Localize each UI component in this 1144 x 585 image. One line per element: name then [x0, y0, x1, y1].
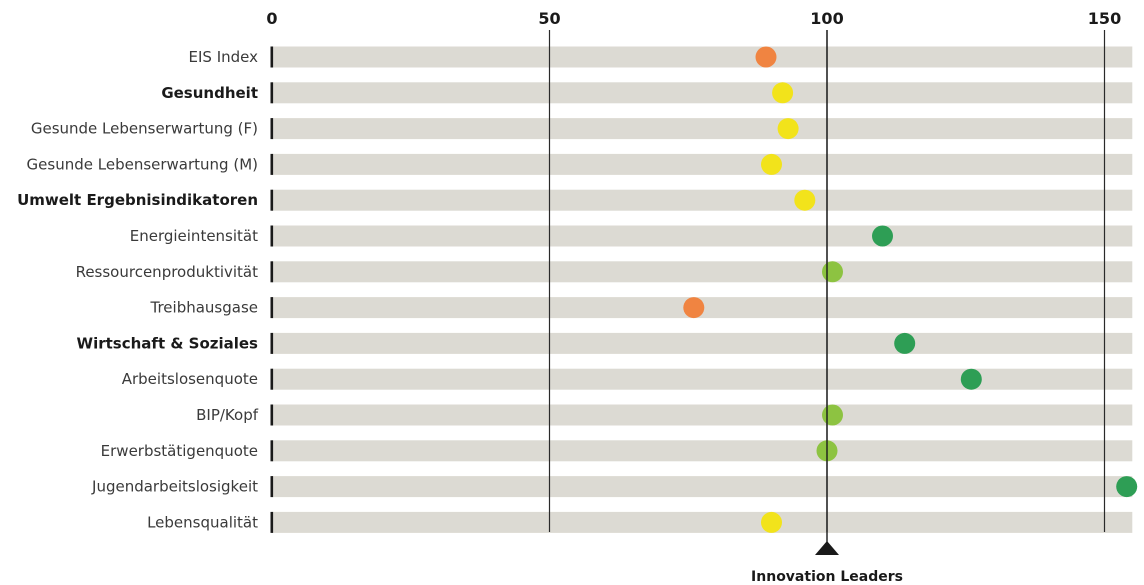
data-point: [794, 190, 815, 211]
category-label: Treibhausgase: [150, 299, 259, 317]
category-label: EIS Index: [189, 48, 259, 66]
data-point: [894, 333, 915, 354]
zero-axis-marker: [271, 333, 274, 354]
data-point: [1116, 476, 1137, 497]
bar-track: [272, 47, 1132, 68]
zero-axis-marker: [271, 440, 274, 461]
bar-track: [272, 405, 1132, 426]
category-label: Energieintensität: [130, 227, 258, 245]
bar-track: [272, 226, 1132, 247]
bar-track: [272, 333, 1132, 354]
category-label: Gesunde Lebenserwartung (M): [27, 155, 258, 173]
category-label: BIP/Kopf: [196, 406, 259, 424]
category-label: Jugendarbeitslosigkeit: [91, 478, 258, 496]
category-label: Wirtschaft & Soziales: [77, 334, 259, 352]
zero-axis-marker: [271, 369, 274, 390]
category-label: Arbeitslosenquote: [122, 370, 258, 388]
category-label: Lebensqualität: [147, 513, 258, 531]
category-label: Ressourcenproduktivität: [76, 263, 259, 281]
data-point: [822, 261, 843, 282]
data-point: [961, 369, 982, 390]
bar-track: [272, 512, 1132, 533]
data-point: [822, 405, 843, 426]
data-point: [872, 226, 893, 247]
zero-axis-marker: [271, 261, 274, 282]
x-tick-label: 150: [1088, 9, 1121, 28]
zero-axis-marker: [271, 190, 274, 211]
zero-axis-marker: [271, 226, 274, 247]
zero-axis-marker: [271, 476, 274, 497]
data-point: [683, 297, 704, 318]
bar-track: [272, 440, 1132, 461]
zero-axis-marker: [271, 82, 274, 103]
data-point: [772, 82, 793, 103]
zero-axis-marker: [271, 118, 274, 139]
reference-label: Innovation Leaders: [751, 569, 903, 585]
bar-track: [272, 190, 1132, 211]
data-point: [761, 154, 782, 175]
bar-track: [272, 82, 1132, 103]
zero-axis-marker: [271, 405, 274, 426]
data-point: [756, 47, 777, 68]
bars-layer: [272, 47, 1132, 533]
data-point: [761, 512, 782, 533]
x-tick-label: 50: [538, 9, 560, 28]
zero-axis-marker: [271, 154, 274, 175]
zero-axis-marker: [271, 47, 274, 68]
reference-triangle: [815, 541, 839, 555]
zero-axis-marker: [271, 512, 274, 533]
bar-track: [272, 118, 1132, 139]
bar-track: [272, 261, 1132, 282]
bar-track: [272, 476, 1132, 497]
zero-axis-marker: [271, 297, 274, 318]
bar-track: [272, 154, 1132, 175]
bar-track: [272, 369, 1132, 390]
category-label: Gesundheit: [161, 84, 258, 102]
category-label: Umwelt Ergebnisindikatoren: [17, 191, 258, 209]
x-tick-label: 0: [266, 9, 277, 28]
category-label: Erwerbstätigenquote: [101, 442, 258, 460]
category-label: Gesunde Lebenserwartung (F): [31, 120, 258, 138]
data-point: [778, 118, 799, 139]
x-tick-label: 100: [810, 9, 843, 28]
